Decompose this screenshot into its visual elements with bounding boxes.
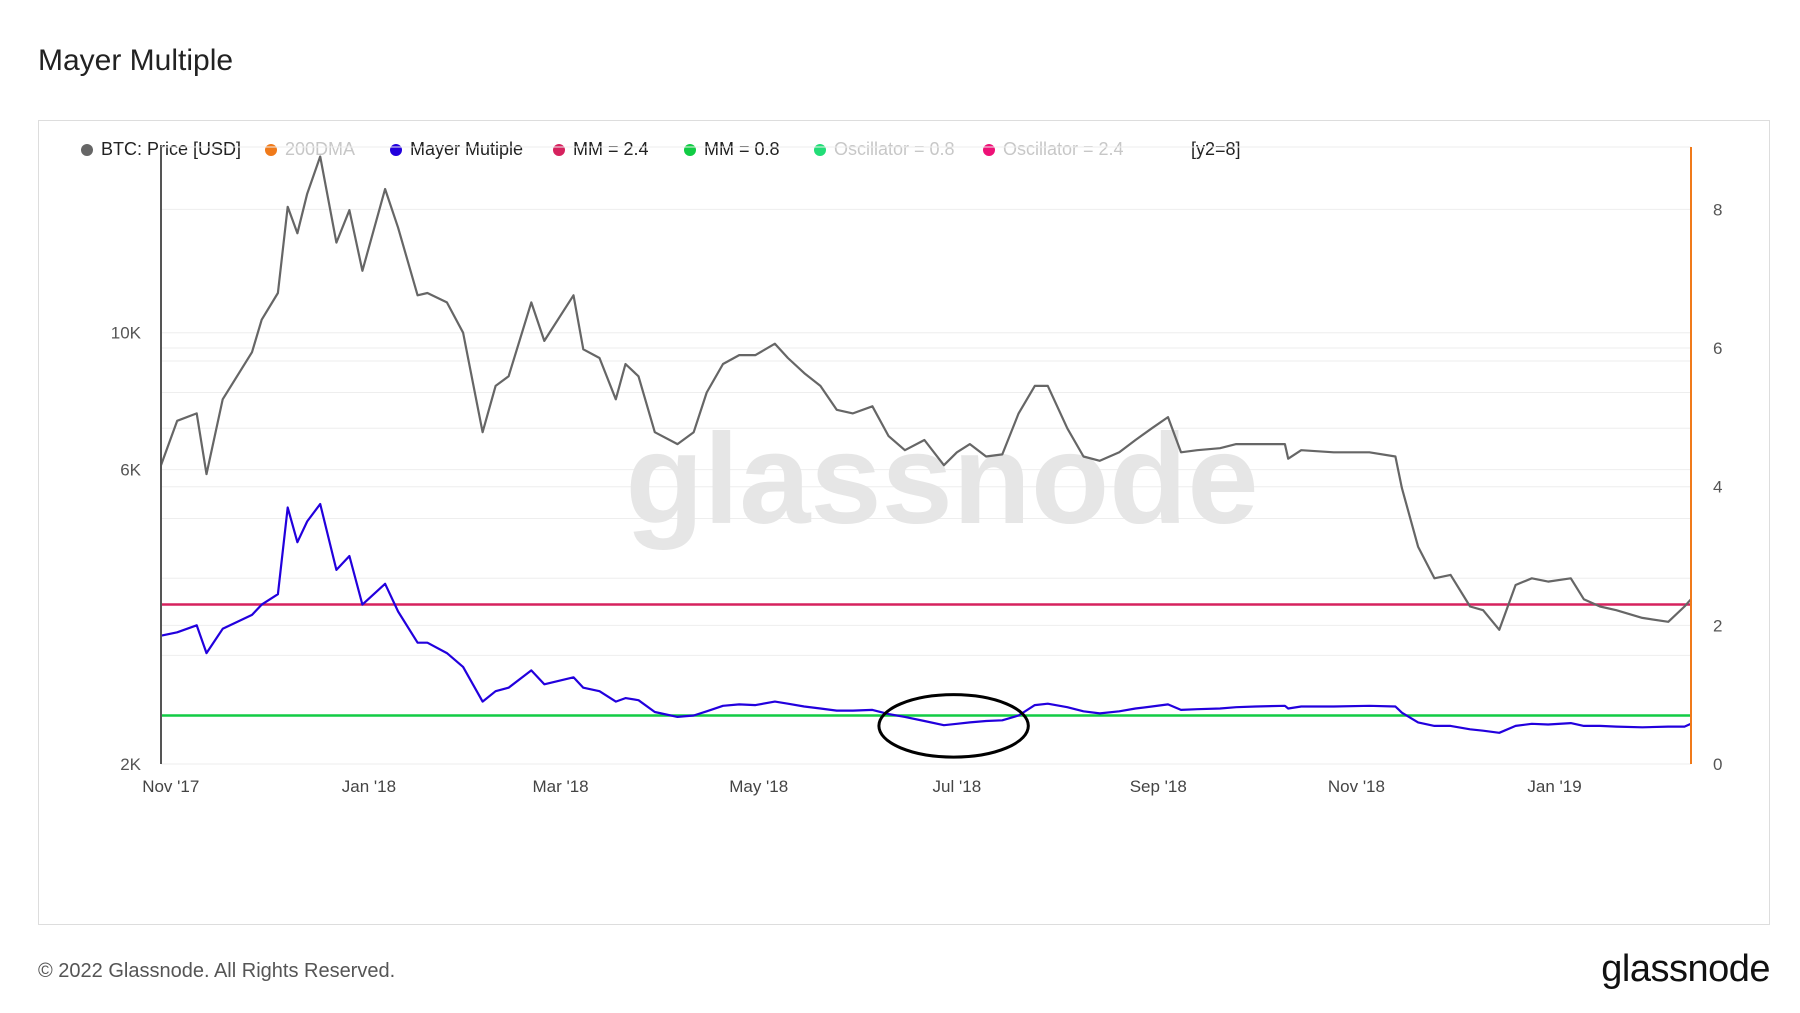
x-tick-label: Jan '18 <box>342 777 396 796</box>
y-right-tick-label: 0 <box>1713 755 1722 774</box>
mayer-multiple-line <box>160 502 1692 734</box>
chart-plot-area: glassnode Nov '17 Jan '18 Mar '18 May '18 Ju… <box>111 146 1722 796</box>
threshold-lines <box>161 603 1691 717</box>
legend-label: MM = 2.4 <box>573 139 649 159</box>
grid-lines <box>161 146 1691 765</box>
btc-price-line <box>159 155 1692 631</box>
page-title: Mayer Multiple <box>38 44 234 77</box>
annotation-group <box>877 693 1030 759</box>
x-tick-label: Jul '18 <box>933 777 982 796</box>
y-right-tick-label: 2 <box>1713 616 1722 635</box>
legend-y2-note: [y2=8] <box>1191 139 1241 159</box>
y-left-tick-label: 10K <box>111 324 142 343</box>
legend-dot-icon <box>81 143 93 156</box>
x-tick-label: Nov '17 <box>142 777 199 796</box>
chart-card: BTC: Price [USD] 200DMA Mayer Mutiple MM… <box>38 120 1770 925</box>
legend-label: Mayer Mutiple <box>410 139 524 159</box>
glassnode-logo: glassnode <box>1601 948 1770 990</box>
footer-copyright: © 2022 Glassnode. All Rights Reserved. <box>38 960 396 982</box>
x-tick-label: May '18 <box>729 777 788 796</box>
y-right-tick-label: 8 <box>1713 200 1722 219</box>
y-left-tick-label: 2K <box>120 755 141 774</box>
legend-label: Oscillator = 2.4 <box>1003 139 1124 159</box>
x-tick-label: Mar '18 <box>532 777 588 796</box>
legend-label: 200DMA <box>285 139 356 159</box>
x-tick-label: Nov '18 <box>1328 777 1385 796</box>
legend-label: BTC: Price [USD] <box>101 139 242 159</box>
legend-item-btc-price[interactable]: BTC: Price [USD] <box>81 139 241 160</box>
x-tick-label: Sep '18 <box>1130 777 1187 796</box>
series-group <box>159 155 1692 734</box>
legend-label: Oscillator = 0.8 <box>834 139 955 159</box>
x-tick-label: Jan '19 <box>1527 777 1581 796</box>
chart-legend: BTC: Price [USD] 200DMA Mayer Mutiple MM… <box>81 139 1741 163</box>
y-left-axis-ticks: 2K 6K 10K <box>111 324 142 774</box>
y-left-tick-label: 6K <box>120 461 141 480</box>
x-axis-ticks: Nov '17 Jan '18 Mar '18 May '18 Jul '18 Sep '… <box>142 777 1582 796</box>
y-right-tick-label: 6 <box>1713 339 1722 358</box>
y-right-axis-ticks: 0 2 4 6 8 <box>1713 200 1722 774</box>
watermark: glassnode <box>625 408 1258 551</box>
y-right-tick-label: 4 <box>1713 478 1722 497</box>
legend-label: MM = 0.8 <box>704 139 780 159</box>
annotation-ellipse <box>877 693 1030 759</box>
axes-group <box>160 147 1692 764</box>
